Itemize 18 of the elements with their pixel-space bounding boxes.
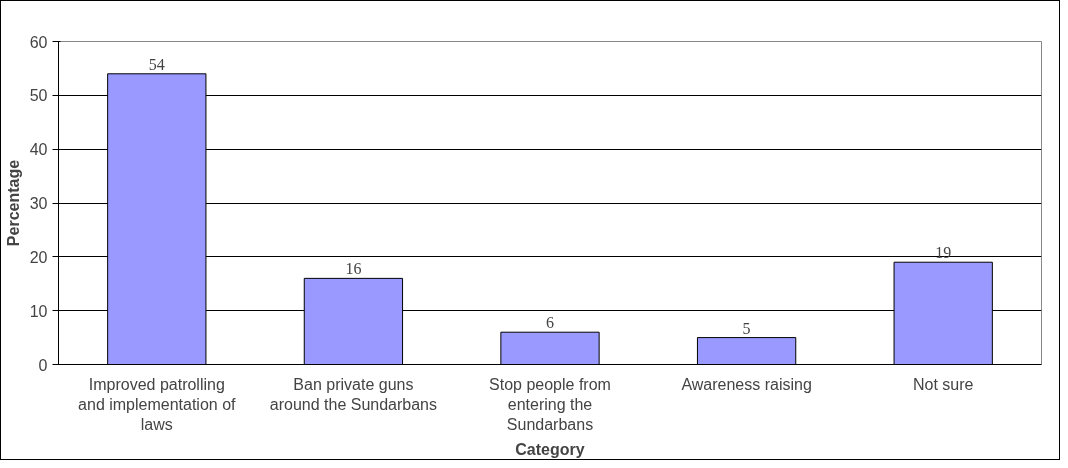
y-tick-label: 0 xyxy=(38,356,48,374)
x-tick-label: Awareness raising xyxy=(681,375,812,393)
y-tick-label: 20 xyxy=(29,248,48,266)
x-tick-label: Ban private guns around the Sundarbans xyxy=(269,375,438,413)
y-tick-label: 10 xyxy=(29,302,48,320)
y-axis-title: Percentage xyxy=(4,159,22,247)
y-tick-label: 40 xyxy=(29,141,48,159)
x-tick-label: Improved patrolling and implementation of laws xyxy=(78,375,237,434)
x-tick-label: Stop people from entering the Sundarbans xyxy=(489,375,611,434)
y-tick-label: 50 xyxy=(29,87,48,105)
y-tick-label: 60 xyxy=(29,33,48,51)
x-tick-label: Not sure xyxy=(912,375,974,393)
y-tick-label: 30 xyxy=(29,195,48,212)
data-label: 6 xyxy=(546,314,554,332)
x-axis-title: Category xyxy=(515,441,585,459)
data-label: 54 xyxy=(148,55,165,73)
data-label: 16 xyxy=(345,260,362,278)
data-label: 5 xyxy=(742,319,751,337)
